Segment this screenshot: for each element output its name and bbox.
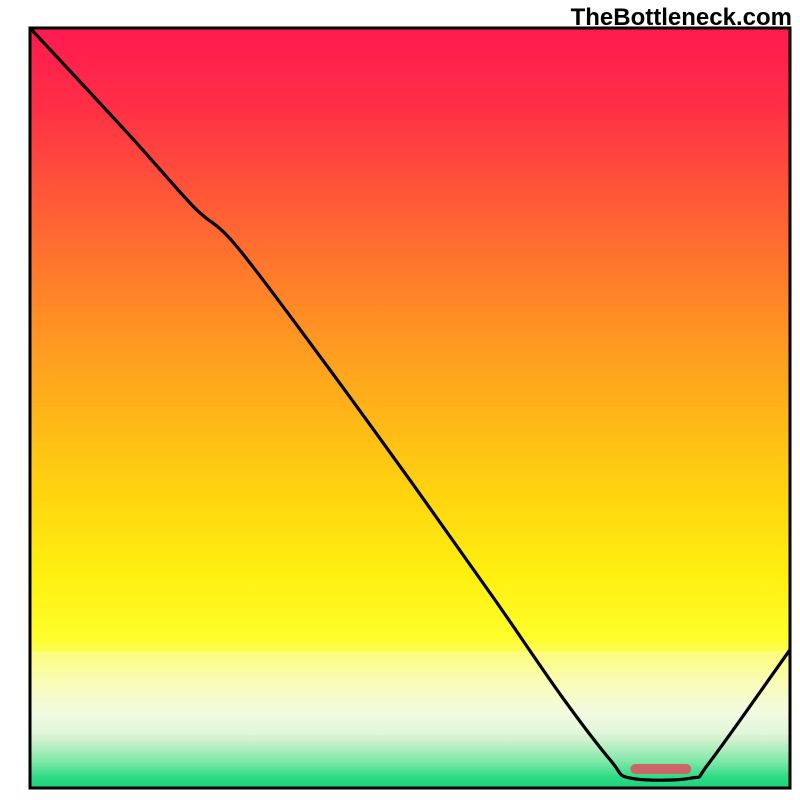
watermark-text: TheBottleneck.com	[571, 4, 792, 32]
bottleneck-chart	[0, 0, 800, 800]
pale-yellow-band	[30, 651, 790, 735]
bottleneck-marker	[630, 764, 691, 774]
chart-stage: TheBottleneck.com	[0, 0, 800, 800]
